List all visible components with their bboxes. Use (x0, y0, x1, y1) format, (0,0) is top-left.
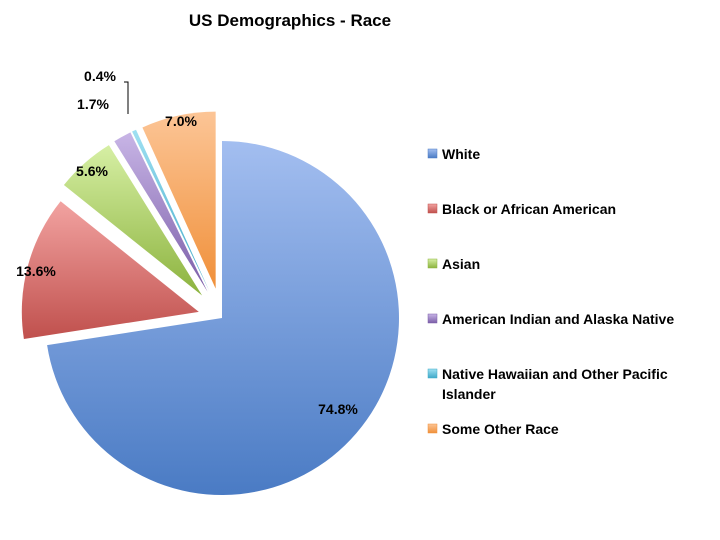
pie-slice-2 (21, 201, 199, 339)
legend-swatch (427, 423, 438, 434)
pie-slice-1 (47, 141, 400, 495)
legend-swatch (427, 313, 438, 324)
pie-slice-4 (114, 132, 208, 292)
legend-swatch (427, 258, 438, 269)
legend-label: Asian (442, 256, 480, 272)
legend-item-1: White (427, 146, 480, 162)
legend-label: Native Hawaiian and Other Pacific Islande… (442, 366, 668, 402)
slice-value-label-5: 0.4% (84, 68, 116, 84)
legend-item-3: Asian (427, 256, 480, 272)
legend-swatch (427, 148, 438, 159)
leader-line (124, 81, 129, 114)
slice-value-label-2: 13.6% (16, 263, 56, 279)
legend-item-2: Black or African American (427, 201, 616, 217)
legend-label: Black or African American (442, 201, 616, 217)
legend-swatch (427, 203, 438, 214)
pie-slice-3 (63, 145, 203, 296)
pie-slice-5 (132, 129, 210, 291)
legend-label: American Indian and Alaska Native (442, 311, 674, 327)
slice-value-label-3: 5.6% (76, 163, 108, 179)
legend-item-4: American Indian and Alaska Native (427, 311, 674, 327)
chart-title: US Demographics - Race (189, 11, 391, 30)
slice-value-label-4: 1.7% (77, 96, 109, 112)
slice-value-label-6: 7.0% (165, 113, 197, 129)
legend-label: White (442, 146, 480, 162)
legend-swatch (427, 368, 438, 379)
legend-item-5: Native Hawaiian and Other Pacific Islande… (427, 366, 668, 402)
slice-value-label-1: 74.8% (318, 401, 358, 417)
legend-item-6: Some Other Race (427, 421, 559, 437)
pie-slice-6 (142, 111, 216, 289)
legend-label: Some Other Race (442, 421, 559, 437)
